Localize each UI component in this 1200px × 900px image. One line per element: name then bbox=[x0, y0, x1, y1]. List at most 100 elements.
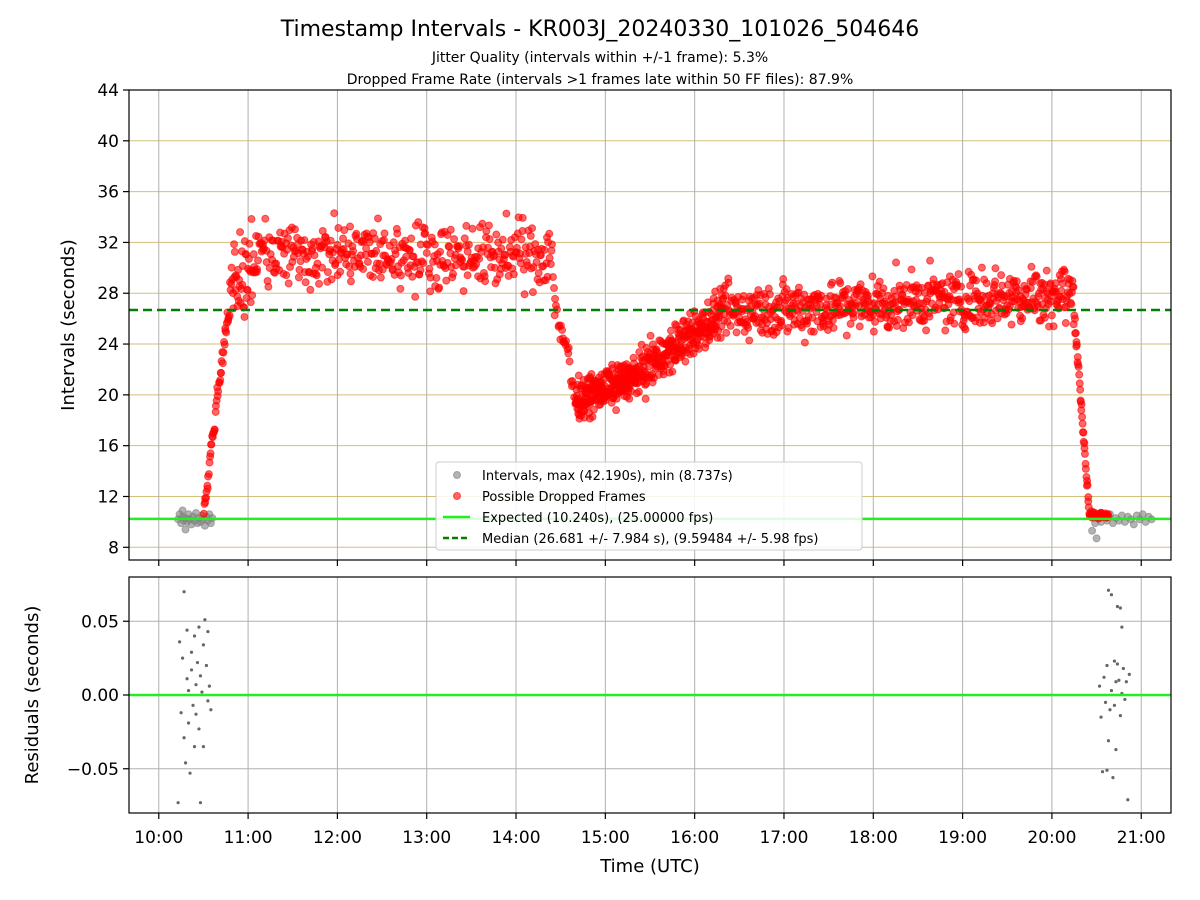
dropped-frame-point bbox=[922, 326, 931, 335]
dropped-frame-point bbox=[249, 250, 258, 259]
residual-point bbox=[1112, 659, 1117, 663]
residual-point bbox=[206, 629, 210, 634]
residual-point bbox=[185, 677, 189, 681]
legend-box bbox=[435, 461, 863, 551]
dropped-frame-point bbox=[724, 278, 733, 287]
residual-point bbox=[206, 699, 210, 703]
dropped-frame-point bbox=[547, 240, 556, 249]
dropped-frame-point bbox=[346, 269, 355, 278]
dropped-frame-point bbox=[421, 229, 430, 238]
dropped-frame-point bbox=[803, 319, 812, 328]
dropped-frame-point bbox=[426, 287, 435, 296]
residual-point bbox=[1127, 672, 1131, 676]
dropped-frame-point bbox=[199, 509, 208, 518]
residual-point bbox=[183, 761, 188, 765]
interval-point bbox=[178, 506, 187, 515]
residual-point bbox=[1105, 768, 1109, 772]
dropped-frame-point bbox=[828, 316, 837, 325]
residual-point bbox=[195, 660, 200, 665]
legend-expected-label: Expected (10.240s), (25.00000 fps) bbox=[482, 511, 713, 526]
dropped-frame-point bbox=[668, 367, 677, 376]
intervals-y-tick-label: 12 bbox=[97, 487, 119, 507]
dropped-frame-point bbox=[214, 387, 223, 396]
dropped-frame-point bbox=[1007, 320, 1016, 329]
dropped-frame-point bbox=[908, 311, 917, 320]
dropped-frame-point bbox=[829, 323, 838, 332]
dropped-frame-point bbox=[244, 254, 253, 263]
dropped-frame-point bbox=[478, 219, 487, 228]
residuals-x-ticks: 10:00 11:00 12:00 13:00 14:00 15:00 16:00 17:00… bbox=[134, 813, 1166, 848]
dropped-frame-point bbox=[455, 242, 464, 251]
dropped-frame-point bbox=[207, 440, 216, 449]
dropped-frame-point bbox=[261, 214, 270, 223]
dropped-frame-point bbox=[349, 247, 358, 256]
dropped-frame-point bbox=[419, 259, 428, 268]
dropped-frame-point bbox=[485, 235, 494, 244]
dropped-frame-point bbox=[612, 406, 621, 415]
dropped-frame-point bbox=[745, 336, 754, 345]
intervals-y-ticks: 8 12 16 20 24 28 32 36 40 44 bbox=[97, 81, 129, 558]
dropped-frame-point bbox=[509, 270, 518, 279]
intervals-plot-frame bbox=[128, 89, 1172, 561]
dropped-frame-point bbox=[528, 224, 537, 233]
dropped-frame-point bbox=[236, 228, 245, 237]
dropped-frame-point bbox=[409, 252, 418, 261]
dropped-frame-point bbox=[497, 244, 506, 253]
residual-point bbox=[186, 721, 191, 725]
dropped-frame-point bbox=[1042, 266, 1051, 275]
dropped-frame-point bbox=[430, 240, 439, 249]
dropped-frame-point bbox=[393, 229, 402, 238]
dropped-frame-point bbox=[422, 248, 431, 257]
dropped-frame-point bbox=[875, 277, 884, 286]
dropped-frame-point bbox=[376, 273, 385, 282]
dropped-frame-point bbox=[436, 247, 445, 256]
dropped-frame-point bbox=[528, 288, 537, 297]
residual-point bbox=[200, 690, 204, 694]
dropped-frame-point bbox=[587, 369, 596, 378]
dropped-frame-point bbox=[893, 315, 902, 324]
residual-point bbox=[1126, 798, 1130, 802]
dropped-frame-point bbox=[416, 266, 425, 275]
dropped-frame-point bbox=[732, 328, 741, 337]
x-tick-label: 10:00 bbox=[134, 828, 183, 848]
residual-point bbox=[192, 634, 197, 638]
residual-point bbox=[198, 801, 203, 805]
residual-point bbox=[1103, 700, 1108, 704]
interval-point bbox=[1129, 520, 1138, 529]
dropped-frame-point bbox=[1060, 267, 1069, 276]
dropped-frame-point bbox=[532, 258, 541, 267]
legend-dropped-label: Possible Dropped Frames bbox=[482, 490, 646, 505]
dropped-frame-point bbox=[282, 271, 291, 280]
dropped-frame-point bbox=[534, 269, 543, 278]
dropped-frame-point bbox=[1057, 286, 1066, 295]
residual-point bbox=[191, 703, 195, 707]
dropped-frame-point bbox=[359, 265, 368, 274]
dropped-frame-point bbox=[217, 368, 226, 377]
dropped-frame-point bbox=[414, 218, 423, 227]
dropped-frame-point bbox=[396, 284, 405, 293]
dropped-frame-point bbox=[225, 311, 234, 320]
dropped-frame-point bbox=[247, 215, 256, 224]
dropped-frame-point bbox=[574, 371, 583, 380]
residual-point bbox=[1121, 666, 1125, 671]
dropped-frame-point bbox=[326, 236, 335, 245]
residual-point bbox=[176, 801, 180, 805]
dropped-frame-point bbox=[1069, 283, 1078, 292]
dropped-frame-point bbox=[1073, 353, 1082, 362]
dropped-frame-point bbox=[920, 316, 929, 325]
intervals-y-tick-label: 16 bbox=[97, 437, 119, 457]
residual-point bbox=[194, 712, 198, 716]
dropped-frame-point bbox=[1047, 311, 1056, 320]
dropped-frame-point bbox=[450, 235, 459, 244]
dropped-frame-point bbox=[666, 360, 675, 369]
dropped-frame-point bbox=[220, 340, 229, 349]
legend-red-marker bbox=[453, 492, 461, 500]
dropped-frame-point bbox=[666, 326, 675, 335]
residuals-y-tick-label: −0.05 bbox=[67, 760, 119, 780]
residual-point bbox=[1097, 684, 1102, 688]
residual-point bbox=[180, 656, 185, 660]
dropped-frame-point bbox=[379, 236, 388, 245]
dropped-frame-point bbox=[550, 284, 559, 293]
dropped-frame-point bbox=[327, 275, 336, 284]
